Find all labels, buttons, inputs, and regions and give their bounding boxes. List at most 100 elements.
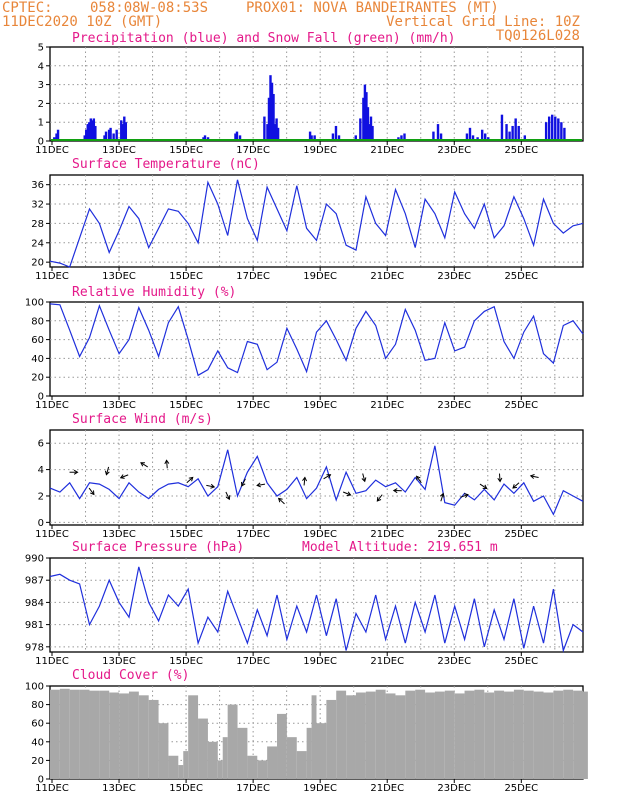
x-tick-label: 15DEC: [169, 271, 203, 282]
precip-bar: [121, 124, 124, 141]
x-tick-label: 17DEC: [236, 529, 270, 540]
x-tick-label: 23DEC: [437, 656, 471, 667]
precip-bar: [124, 122, 128, 141]
cloud-bar: [178, 765, 184, 779]
cloud-bar: [267, 746, 278, 779]
precip-bar: [500, 114, 504, 141]
precip-bar: [359, 118, 362, 141]
cloud-bar: [148, 699, 159, 779]
precip-bar: [331, 133, 335, 141]
cloud-bar: [405, 690, 416, 779]
wind-arrow-head: [119, 474, 125, 479]
chart-title: Precipitation (blue) and Snow Fall (gree…: [72, 31, 456, 46]
precip-bar: [123, 116, 126, 141]
precip-bar: [56, 129, 60, 141]
wind-arrow: [530, 475, 539, 478]
wind-arrow-head: [439, 492, 445, 498]
wind-arrow: [140, 462, 148, 468]
precip-bar: [517, 125, 520, 141]
y-tick-label: 0: [38, 392, 44, 403]
wind-arrow: [362, 473, 366, 482]
precip-bar: [273, 124, 277, 141]
chart-panel-1: 0 1 2 3 4 5 11DEC 13DEC 15DEC 17DEC 19DEC 21DEC 23DE…: [35, 31, 584, 156]
precip-bar: [94, 125, 97, 141]
wind-arrow-head: [241, 481, 246, 487]
precip-bar: [439, 133, 443, 141]
y-tick-label: 4: [38, 465, 44, 476]
chart-panel-4: 0 2 4 6 11DEC 13DEC 15DEC 17DEC 19DEC 21DEC 23DEC 2…: [35, 412, 584, 540]
x-tick-label: 17DEC: [236, 656, 270, 667]
chart-title: Surface Pressure (hPa): [72, 540, 244, 555]
y-tick-label: 20: [31, 756, 44, 767]
cloud-bar: [425, 692, 435, 779]
wind-arrow-head: [140, 462, 145, 467]
precip-bar: [115, 129, 118, 141]
cloud-bar: [336, 690, 347, 779]
series-line: [49, 445, 584, 516]
y-tick-label: 28: [31, 219, 44, 230]
cloud-bar: [198, 718, 208, 779]
x-tick-label: 21DEC: [370, 400, 404, 411]
series-line: [49, 566, 584, 653]
x-tick-label: 13DEC: [102, 400, 136, 411]
x-tick-label: 15DEC: [169, 783, 203, 794]
y-tick-label: 0: [38, 518, 44, 529]
precip-bar: [266, 124, 269, 141]
wind-arrow-head: [188, 476, 194, 482]
precip-bar: [89, 118, 92, 141]
precip-bar: [371, 125, 374, 141]
y-tick-label: 24: [31, 238, 44, 249]
wind-arrow: [241, 478, 246, 487]
plot-frame: [49, 301, 584, 397]
cloud-bar: [227, 704, 238, 779]
precip-bar: [120, 120, 123, 141]
precip-bar: [91, 120, 94, 141]
y-tick-label: 40: [31, 354, 44, 365]
cloud-bar: [222, 737, 228, 779]
y-tick-label: 0: [38, 775, 44, 786]
y-tick-label: 20: [31, 258, 44, 269]
cloud-bar: [464, 690, 475, 779]
precip-bar: [471, 135, 475, 141]
cloud-bar: [168, 755, 179, 779]
wind-arrow-head: [210, 483, 216, 489]
wind-arrow-head: [392, 488, 398, 494]
precip-bar: [267, 97, 271, 141]
precip-bar: [272, 94, 275, 141]
precip-bar: [263, 116, 266, 141]
chart-title: Surface Temperature (nC): [72, 157, 260, 172]
precip-bar: [366, 107, 370, 141]
wind-arrow-head: [497, 477, 503, 483]
y-tick-label: 80: [31, 316, 44, 327]
precip-bar: [104, 131, 108, 141]
x-tick-label: 21DEC: [370, 783, 404, 794]
y-tick-label: 4: [38, 61, 44, 72]
x-tick-label: 21DEC: [370, 271, 404, 282]
precip-bar: [511, 125, 514, 141]
wind-arrow-head: [361, 477, 367, 483]
precip-bar: [432, 131, 435, 141]
precip-bar: [554, 116, 557, 141]
wind-arrow-head: [529, 474, 535, 479]
cloud-bar: [474, 689, 485, 779]
series-line: [49, 179, 584, 268]
cloud-bar: [277, 713, 287, 779]
precip-bar: [362, 97, 365, 141]
precip-bar: [514, 118, 517, 141]
cloud-bar: [533, 691, 544, 779]
y-tick-label: 100: [25, 298, 44, 309]
wind-arrow-head: [463, 493, 469, 498]
cloud-bar: [69, 689, 80, 779]
cloud-bar: [286, 737, 297, 779]
wind-arrow: [206, 484, 215, 488]
cloud-bar: [79, 689, 90, 779]
precip-bar: [310, 135, 313, 141]
cloud-bar: [415, 689, 426, 779]
cloud-bar: [217, 760, 223, 779]
cloud-bar: [523, 690, 534, 779]
cloud-bar: [306, 727, 312, 779]
precip-bar: [313, 135, 316, 141]
cloud-bar: [504, 691, 514, 779]
x-tick-label: 11DEC: [35, 529, 69, 540]
